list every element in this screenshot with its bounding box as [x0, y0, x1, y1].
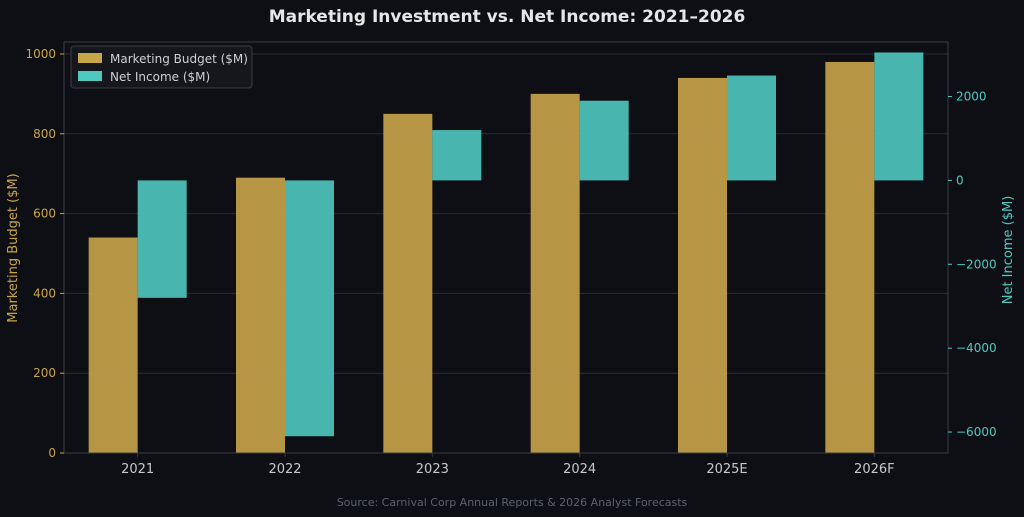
bar-net-income	[432, 130, 482, 181]
y-left-tick-label: 200	[33, 366, 56, 380]
legend-swatch-marketing	[78, 53, 102, 63]
x-tick-label: 2026F	[854, 462, 895, 477]
x-tick-label: 2023	[416, 462, 449, 477]
bar-net-income	[874, 52, 924, 181]
bar-net-income	[727, 75, 776, 181]
legend-swatch-net-income	[78, 71, 102, 81]
source-note: Source: Carnival Corp Annual Reports & 2…	[337, 496, 688, 509]
legend: Marketing Budget ($M) Net Income ($M)	[70, 45, 253, 89]
legend-label-net-income: Net Income ($M)	[110, 70, 210, 84]
y-right-tick-label: −6000	[956, 425, 997, 439]
legend-label-marketing: Marketing Budget ($M)	[110, 52, 248, 66]
bar-marketing-budget	[383, 113, 433, 453]
bar-net-income	[285, 180, 334, 437]
chart-title: Marketing Investment vs. Net Income: 202…	[269, 7, 746, 27]
y-right-tick-label: 0	[956, 173, 964, 187]
y-axis-right-label: Net Income ($M)	[1001, 196, 1016, 305]
y-right-tick-label: −4000	[956, 341, 997, 355]
y-left-tick-label: 1000	[25, 47, 56, 61]
bar-net-income	[137, 180, 187, 298]
bars-layer	[88, 52, 924, 454]
bar-marketing-budget	[678, 77, 727, 453]
legend-box	[70, 45, 253, 89]
x-tick-label: 2024	[563, 462, 596, 477]
y-left-tick-label: 600	[33, 207, 56, 221]
bar-marketing-budget	[88, 237, 138, 453]
x-tick-label: 2022	[268, 462, 301, 477]
y-left-tick-label: 400	[33, 286, 56, 300]
x-tick-label: 2021	[121, 462, 154, 477]
bar-marketing-budget	[236, 177, 285, 453]
axes-layer: 0 200 400 600 800 1000 −6000 −4000 −2000 0 2000 202…	[25, 41, 997, 477]
x-tick-label: 2025E	[706, 462, 747, 477]
bar-marketing-budget	[530, 93, 580, 454]
plot-frame	[63, 41, 949, 454]
y-right-tick-label: 2000	[956, 90, 987, 104]
y-right-tick-label: −2000	[956, 257, 997, 271]
y-left-tick-label: 800	[33, 127, 56, 141]
bar-net-income	[579, 100, 629, 181]
y-left-tick-label: 0	[48, 446, 56, 460]
bar-marketing-budget	[825, 61, 875, 454]
y-axis-left-label: Marketing Budget ($M)	[6, 173, 21, 322]
